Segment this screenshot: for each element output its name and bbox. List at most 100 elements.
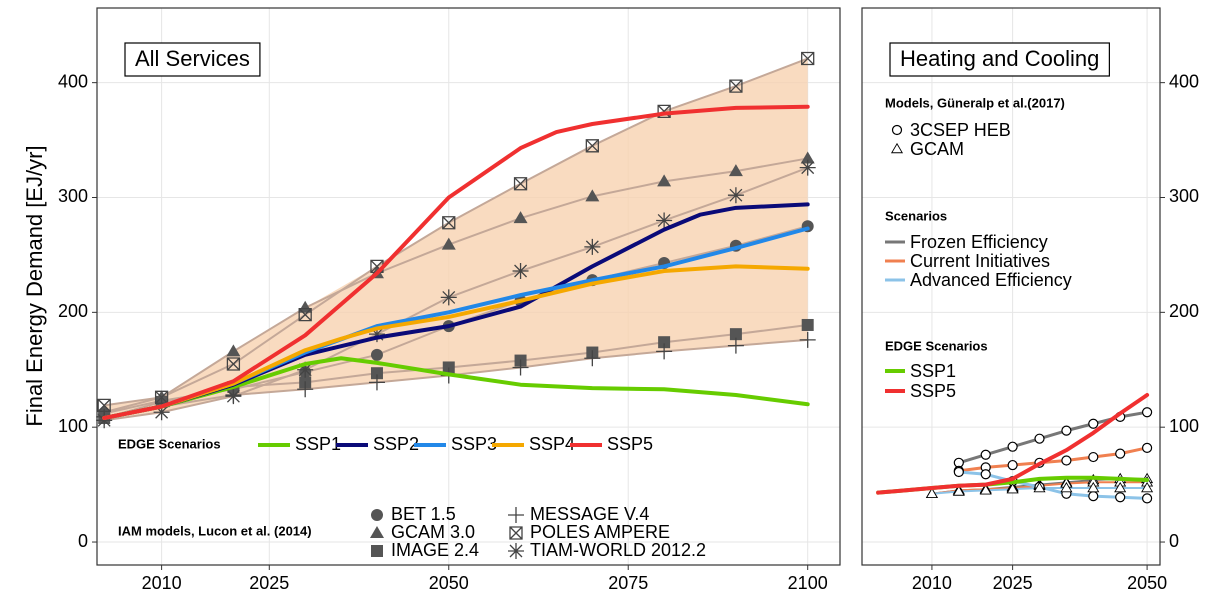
legend-entry: SSP5 [607, 434, 653, 454]
y-tick-label: 200 [1169, 301, 1199, 321]
legend-entry: 3CSEP HEB [910, 120, 1011, 140]
y-tick-label: 100 [58, 416, 88, 436]
marker [442, 216, 456, 230]
marker [1006, 483, 1019, 494]
marker [1141, 493, 1153, 504]
marker [1115, 448, 1126, 459]
marker [729, 79, 743, 93]
legend-entry: SSP2 [373, 434, 419, 454]
marker [440, 289, 457, 306]
y-tick-label: 0 [78, 531, 88, 551]
marker [585, 139, 599, 153]
marker [513, 177, 528, 191]
y-tick-label: 0 [1169, 531, 1179, 551]
marker [727, 337, 744, 354]
legend-entry: MESSAGE V.4 [530, 504, 649, 524]
marker [1141, 407, 1153, 418]
plot-background [862, 8, 1160, 565]
legend-title: EDGE Scenarios [885, 338, 988, 353]
legend-entry: GCAM [910, 139, 964, 159]
marker [584, 350, 601, 367]
legend-marker [371, 509, 383, 521]
legend-marker [508, 507, 524, 523]
legend-title: IAM models, Lucon et al. (2014) [118, 523, 312, 538]
x-tick-label: 2010 [142, 573, 182, 593]
y-tick-label: 300 [58, 186, 88, 206]
marker [226, 344, 241, 357]
legend-entry: TIAM-WORLD 2012.2 [530, 540, 706, 560]
legend-entry: GCAM 3.0 [391, 522, 475, 542]
marker [1141, 442, 1153, 453]
marker [1141, 481, 1154, 493]
marker [980, 449, 991, 460]
marker [584, 238, 601, 255]
legend-marker [891, 124, 903, 136]
marker [729, 328, 742, 341]
x-tick-label: 2100 [788, 573, 828, 593]
y-tick-label: 400 [58, 71, 88, 91]
legend-title: Models, Güneralp et al.(2017) [885, 95, 1065, 110]
legend-marker [370, 526, 384, 538]
marker [952, 485, 965, 496]
marker [442, 361, 455, 374]
series-line [102, 104, 810, 420]
marker [728, 164, 743, 177]
x-tick-label: 2050 [429, 573, 469, 593]
plot-border [96, 7, 841, 566]
marker [370, 348, 383, 361]
marker [1088, 451, 1099, 463]
model-range [104, 58, 808, 421]
x-tick-label: 2025 [249, 573, 289, 593]
legend-entry: BET 1.5 [391, 504, 456, 524]
marker [1007, 459, 1018, 471]
legend-marker [509, 526, 523, 540]
marker [512, 262, 529, 279]
legend-marker [508, 543, 524, 559]
legend-entry: SSP4 [529, 434, 575, 454]
marker [1088, 490, 1099, 502]
legend-title: EDGE Scenarios [118, 436, 221, 451]
panel-title: Heating and Cooling [900, 46, 1099, 71]
marker [953, 466, 964, 478]
legend-marker [890, 142, 904, 154]
legend-entry: IMAGE 2.4 [391, 540, 479, 560]
legend-entry: SSP5 [910, 381, 956, 401]
marker [297, 381, 314, 398]
marker [370, 367, 383, 380]
marker [1007, 441, 1018, 452]
marker [727, 187, 744, 204]
y-tick-label: 300 [1169, 186, 1199, 206]
marker [1088, 418, 1099, 429]
legend-entry: POLES AMPERE [530, 522, 670, 542]
marker [801, 318, 814, 331]
series-line [876, 393, 1150, 495]
marker [799, 159, 816, 176]
marker [368, 374, 385, 391]
x-tick-label: 2050 [1127, 573, 1167, 593]
legend-entry: SSP1 [910, 361, 956, 381]
y-tick-label: 400 [1169, 71, 1199, 91]
legend-entry: SSP1 [295, 434, 341, 454]
marker [801, 51, 815, 66]
legend-entry: SSP3 [451, 434, 497, 454]
y-tick-label: 100 [1169, 416, 1199, 436]
marker [585, 189, 600, 202]
marker [1087, 481, 1100, 493]
marker [96, 412, 113, 429]
marker [225, 388, 242, 405]
x-tick-label: 2025 [993, 573, 1033, 593]
marker [1061, 425, 1072, 436]
marker [925, 487, 938, 498]
marker [656, 343, 673, 360]
marker [799, 331, 816, 348]
marker [658, 336, 671, 349]
marker [657, 174, 672, 187]
y-tick-label: 200 [58, 301, 88, 321]
x-tick-label: 2075 [608, 573, 648, 593]
plot-border [861, 7, 1161, 566]
panel-title: All Services [135, 46, 250, 71]
y-axis-label: Final Energy Demand [EJ/yr] [22, 145, 47, 426]
title-box [889, 42, 1110, 77]
legend-marker [371, 545, 383, 557]
